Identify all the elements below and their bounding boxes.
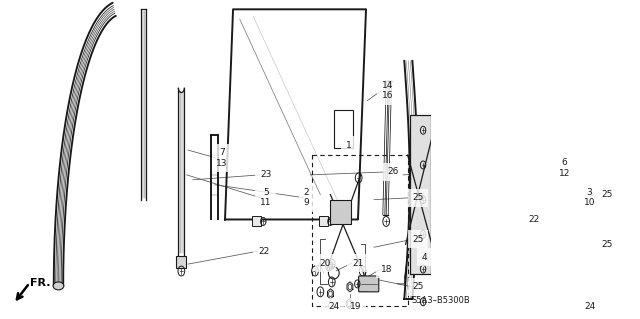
Text: 7
13: 7 13 [216,148,228,168]
Text: 18: 18 [381,264,392,273]
Bar [330,200,351,225]
Text: 25: 25 [412,193,424,202]
Text: 20: 20 [320,259,331,268]
Text: 2
9: 2 9 [303,188,309,207]
Bar [334,110,353,148]
Text: 25: 25 [412,282,424,291]
Bar [410,115,431,274]
Bar [358,283,367,291]
Text: 3
10: 3 10 [584,188,595,207]
Text: 25: 25 [601,240,612,249]
Ellipse shape [53,282,64,290]
Bar [319,217,328,226]
Text: 14
16: 14 16 [381,81,393,100]
Text: 6
12: 6 12 [559,158,570,178]
Text: 19: 19 [350,302,362,311]
Text: 4: 4 [421,253,427,262]
Text: 1: 1 [346,141,351,150]
Bar [252,217,261,226]
Text: 24: 24 [328,302,340,311]
FancyBboxPatch shape [358,276,379,292]
Text: 25: 25 [412,235,424,244]
Text: 22: 22 [258,247,269,256]
Text: 22: 22 [528,215,539,224]
Text: 23: 23 [260,170,271,179]
Text: 21: 21 [352,259,364,268]
Text: 5
11: 5 11 [260,188,271,207]
Text: S5A3–B5300B: S5A3–B5300B [411,296,470,305]
Text: 24: 24 [584,302,595,311]
Text: 26: 26 [387,167,399,176]
Bar [176,256,186,268]
Text: 25: 25 [601,190,612,199]
Bar [312,155,408,306]
Text: FR.: FR. [29,278,50,288]
